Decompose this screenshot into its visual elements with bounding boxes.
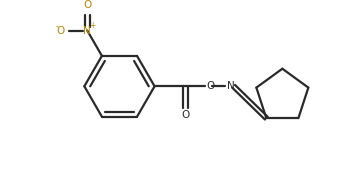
Text: N: N — [227, 81, 235, 91]
Text: O: O — [57, 25, 65, 36]
Text: O: O — [182, 110, 190, 120]
Text: O: O — [206, 81, 214, 91]
Text: N: N — [83, 25, 91, 36]
Text: +: + — [89, 21, 96, 30]
Text: -: - — [55, 22, 59, 31]
Text: O: O — [83, 0, 91, 10]
